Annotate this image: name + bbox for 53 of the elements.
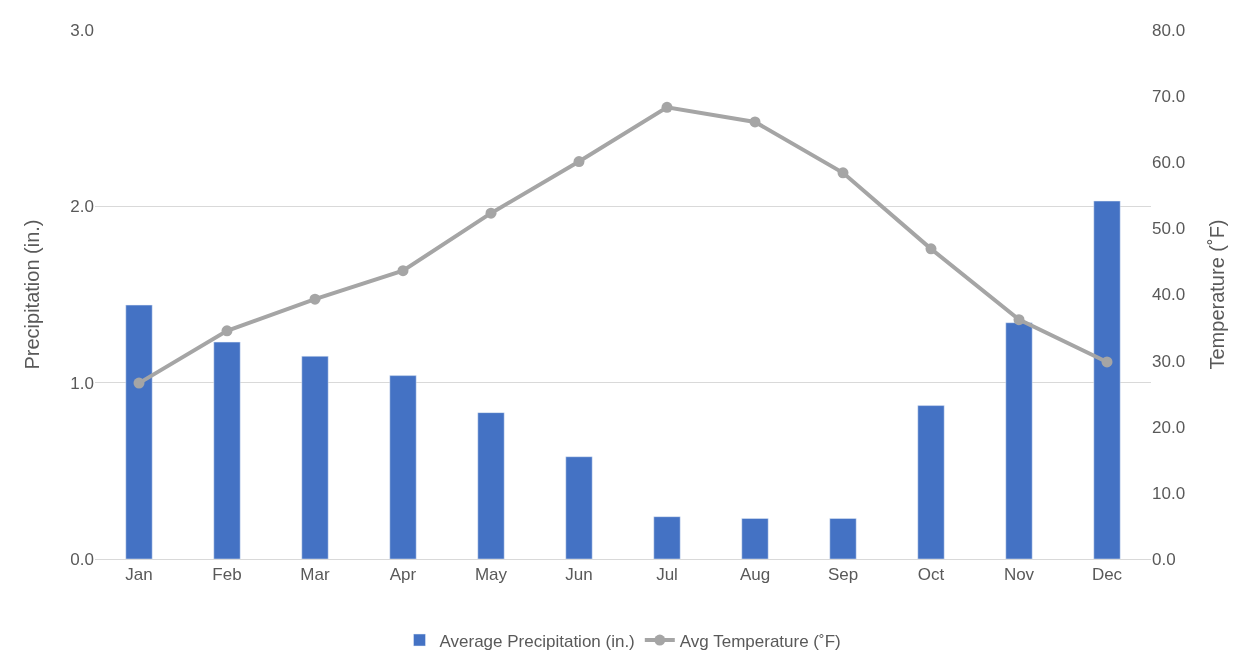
y2-tick-label: 80.0 (1152, 20, 1186, 40)
y-axis-title: Precipitation (in.) (20, 219, 43, 370)
point (661, 101, 673, 113)
bar (125, 304, 153, 559)
x-tick-label: Nov (1003, 565, 1035, 585)
y-tick-label: 0.0 (70, 549, 94, 569)
y2-tick-label: 10.0 (1152, 483, 1186, 503)
y2-tick-label: 50.0 (1152, 219, 1186, 239)
y2-axis-title: Temperature (˚F) (1205, 219, 1228, 370)
point (837, 167, 849, 179)
bar (917, 405, 945, 559)
y2-tick-label: 20.0 (1152, 417, 1186, 437)
point (749, 116, 761, 128)
x-tick-label: Oct (917, 565, 945, 585)
x-tick-label: Dec (1091, 565, 1123, 585)
legend-label: Avg Temperature (˚F) (679, 631, 841, 651)
x-tick-label: May (474, 565, 508, 585)
y2-tick-label: 40.0 (1152, 285, 1186, 305)
bar (1093, 200, 1121, 559)
point (221, 325, 233, 337)
bar (1005, 322, 1033, 559)
bar (389, 375, 417, 559)
point (573, 156, 585, 168)
bar (653, 516, 681, 559)
bar (741, 518, 769, 559)
bar (565, 456, 593, 559)
x-tick-label: Aug (739, 565, 771, 585)
legend-label: Average Precipitation (in.) (439, 631, 635, 651)
y-tick-label: 3.0 (70, 20, 94, 40)
y-tick-label: 1.0 (70, 373, 94, 393)
y2-tick-label: 60.0 (1152, 153, 1186, 173)
x-tick-label: Jan (125, 565, 153, 585)
point (309, 293, 321, 305)
point (925, 243, 937, 255)
point (485, 207, 497, 219)
y2-tick-label: 0.0 (1152, 549, 1176, 569)
x-tick-label: Jul (656, 565, 678, 585)
bar (477, 412, 505, 559)
x-tick-label: Apr (389, 565, 417, 585)
y2-tick-label: 30.0 (1152, 351, 1186, 371)
y2-tick-label: 70.0 (1152, 87, 1186, 107)
x-tick-label: Sep (827, 565, 859, 585)
point (1101, 356, 1113, 368)
bar (829, 518, 857, 559)
point (397, 265, 409, 277)
bar (213, 341, 241, 559)
point (1013, 314, 1025, 326)
y-tick-label: 2.0 (70, 197, 94, 217)
point (133, 377, 145, 389)
x-tick-label: Mar (300, 565, 330, 585)
x-tick-label: Feb (212, 565, 242, 585)
x-tick-label: Jun (565, 565, 593, 585)
bar (301, 355, 329, 559)
